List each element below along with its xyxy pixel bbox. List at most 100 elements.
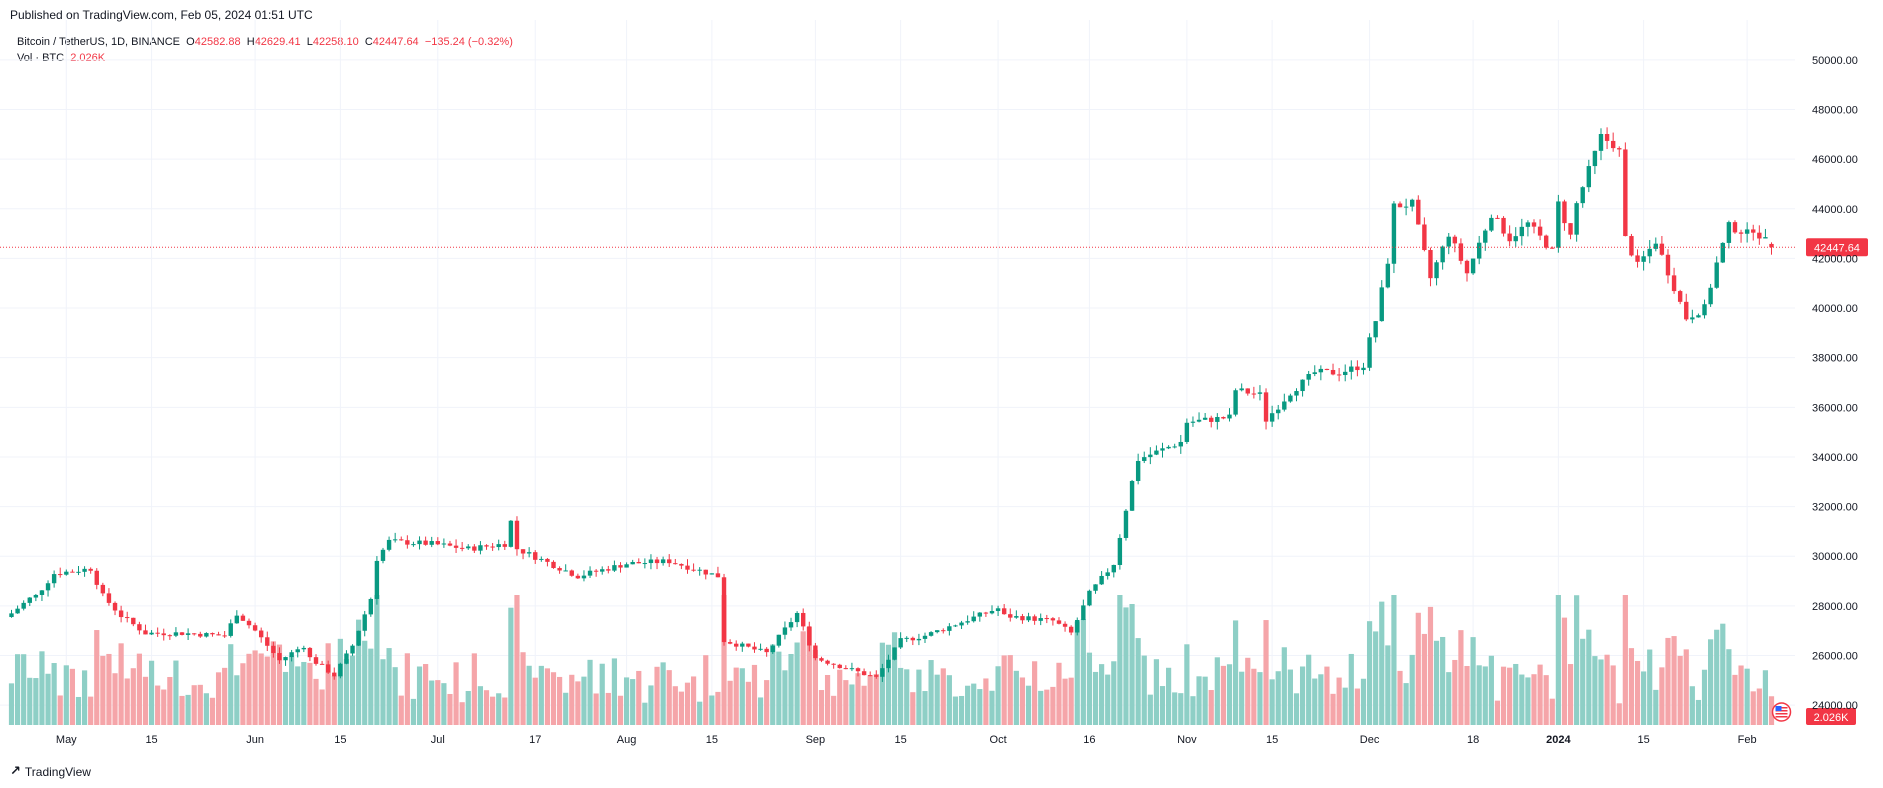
volume-bar bbox=[343, 659, 350, 725]
candle-body bbox=[1452, 236, 1458, 244]
volume-bar bbox=[1281, 647, 1287, 725]
volume-bar bbox=[910, 692, 916, 725]
volume-bar bbox=[502, 697, 508, 725]
volume-bar bbox=[989, 690, 995, 725]
candle-body bbox=[788, 622, 794, 628]
volume-bar bbox=[678, 691, 684, 725]
candle-body bbox=[892, 647, 897, 660]
candle-body bbox=[575, 575, 581, 579]
volume-bar bbox=[1159, 686, 1166, 725]
volume-bar bbox=[1464, 665, 1470, 725]
candle-body bbox=[234, 615, 240, 624]
candle-body bbox=[1416, 199, 1421, 225]
tradingview-brand[interactable]: ↗︎ TradingView bbox=[10, 764, 91, 779]
volume-bar bbox=[289, 656, 295, 725]
volume-bar bbox=[1306, 654, 1312, 725]
volume-bar bbox=[1531, 674, 1537, 725]
candle-body bbox=[459, 547, 465, 549]
volume-bar bbox=[1269, 679, 1275, 725]
flag-circle bbox=[1771, 702, 1792, 722]
volume-bar bbox=[1007, 655, 1013, 725]
candle-body bbox=[1105, 572, 1110, 576]
volume-bar bbox=[1379, 601, 1385, 725]
candle-body bbox=[1513, 236, 1518, 242]
candle-body bbox=[953, 625, 958, 627]
volume-bar bbox=[21, 654, 27, 725]
volume-bar bbox=[142, 676, 149, 725]
legend-high-value: 42629.41 bbox=[254, 36, 301, 48]
candle-body bbox=[1282, 401, 1287, 410]
candle-body bbox=[1489, 217, 1494, 231]
candle-body bbox=[76, 571, 81, 573]
legend-volume-value: 2.026K bbox=[70, 52, 106, 64]
volume-bar bbox=[94, 630, 100, 725]
candle-body bbox=[1446, 236, 1451, 247]
volume-bar bbox=[1172, 692, 1178, 725]
candle-body bbox=[88, 568, 93, 571]
candle-body bbox=[959, 622, 964, 626]
candle-body bbox=[392, 539, 398, 541]
volume-bar bbox=[1056, 662, 1062, 725]
volume-bar bbox=[611, 658, 618, 725]
candle-body bbox=[362, 614, 367, 631]
candle-body bbox=[210, 633, 215, 635]
volume-bar bbox=[1641, 671, 1647, 725]
time-tick-label: 2024 bbox=[1546, 734, 1571, 746]
volume-bar bbox=[100, 655, 106, 725]
volume-bar bbox=[1275, 671, 1281, 725]
price-tick-label: 28000.00 bbox=[1812, 601, 1858, 613]
candle-body bbox=[1574, 203, 1579, 235]
candle-body bbox=[1202, 417, 1208, 420]
time-tick-label: Sep bbox=[806, 734, 826, 746]
volume-bar bbox=[581, 676, 587, 725]
volume-bar bbox=[8, 683, 15, 725]
time-tick-label: 17 bbox=[529, 734, 541, 746]
volume-bar bbox=[1561, 617, 1568, 725]
volume-bar bbox=[1671, 636, 1677, 725]
volume-bar bbox=[1549, 698, 1555, 725]
volume-bar bbox=[526, 665, 532, 725]
volume-bar bbox=[282, 671, 289, 725]
volume-bar bbox=[404, 653, 410, 725]
volume-bar bbox=[1446, 672, 1452, 725]
legend-symbol-row: Bitcoin / TetherUS, 1D, BINANCE O42582.8… bbox=[17, 34, 513, 50]
volume-bar bbox=[818, 690, 825, 725]
volume-bar bbox=[155, 685, 161, 725]
candle-body bbox=[1476, 242, 1482, 259]
volume-bar bbox=[1184, 644, 1190, 725]
last-price-badge bbox=[1806, 238, 1868, 257]
candle-body bbox=[131, 617, 136, 625]
candle-body bbox=[1732, 222, 1738, 233]
candle-body bbox=[1495, 217, 1500, 219]
volume-bar bbox=[410, 698, 417, 725]
candle-body bbox=[277, 653, 282, 661]
candle-body bbox=[679, 563, 684, 566]
volume-bar bbox=[496, 693, 502, 725]
volume-bar bbox=[51, 663, 57, 725]
volume-bar bbox=[751, 664, 758, 725]
time-tick-label: 16 bbox=[1083, 734, 1095, 746]
legend-volume-label[interactable]: Vol · BTC bbox=[17, 52, 65, 64]
candle-body bbox=[1623, 149, 1628, 237]
candle-body bbox=[1166, 446, 1171, 449]
candle-body bbox=[1543, 235, 1549, 248]
volume-bar bbox=[1038, 690, 1044, 725]
volume-bar bbox=[508, 607, 514, 725]
volume-bar bbox=[782, 670, 788, 725]
volume-bar bbox=[453, 662, 459, 725]
volume-bar bbox=[983, 678, 989, 725]
price-axis: 24000.00 26000.00 28000.00 30000.00 32000.00… bbox=[1812, 55, 1858, 712]
candle-body bbox=[125, 617, 130, 619]
volume-bar bbox=[1239, 671, 1245, 725]
legend-symbol[interactable]: Bitcoin / TetherUS, 1D, BINANCE bbox=[17, 36, 181, 48]
candle-body bbox=[557, 568, 562, 571]
time-tick-label: 15 bbox=[145, 734, 157, 746]
volume-bar bbox=[1677, 655, 1683, 725]
volume-bar bbox=[124, 678, 130, 725]
candle-body bbox=[1434, 262, 1439, 279]
volume-bar bbox=[1592, 656, 1598, 725]
volume-bar bbox=[1050, 686, 1056, 725]
candle-body bbox=[1330, 369, 1336, 375]
volume-bar bbox=[483, 690, 490, 725]
